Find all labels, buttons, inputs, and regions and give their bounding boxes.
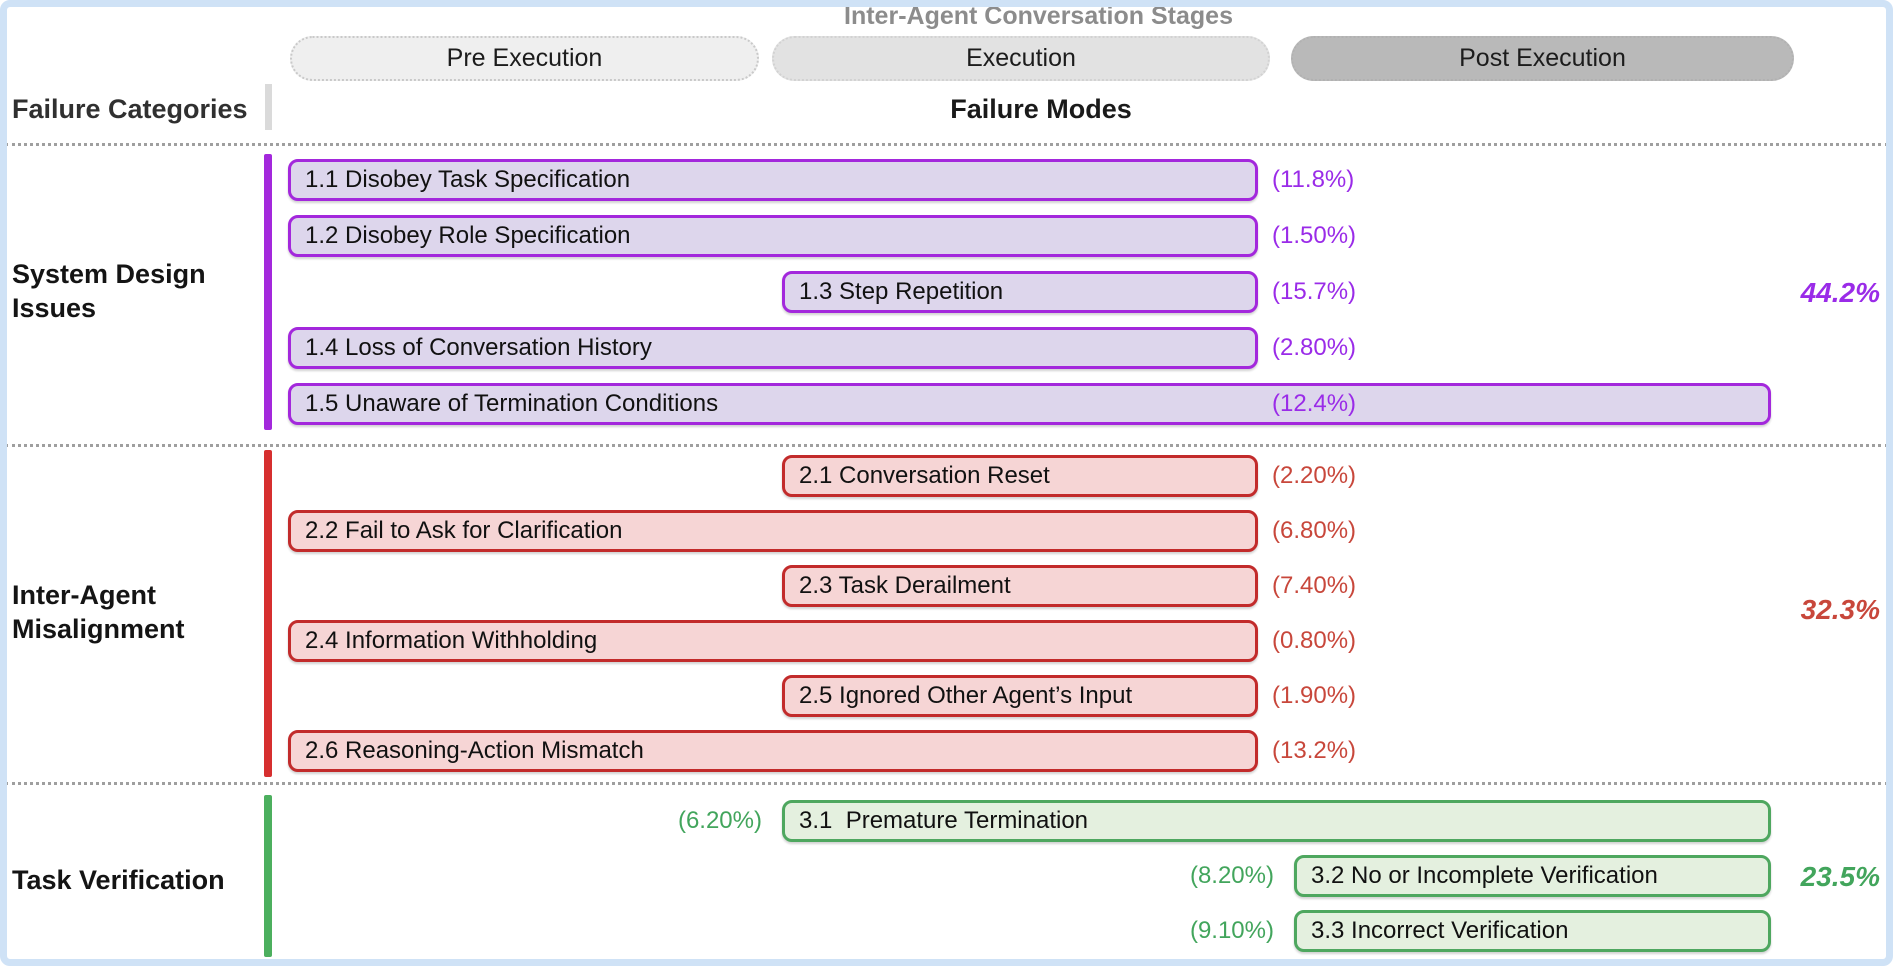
failure-mode-box: 1.1 Disobey Task Specification — [288, 159, 1258, 201]
failure-mode-box: 2.1 Conversation Reset — [782, 455, 1258, 497]
failure-mode-box: 1.5 Unaware of Termination Conditions — [288, 383, 1771, 425]
failure-mode-percent: (2.80%) — [1272, 334, 1357, 361]
failure-mode-box: 1.4 Loss of Conversation History — [288, 327, 1258, 369]
failure-mode-percent: (15.7%) — [1272, 278, 1357, 305]
failure-mode-label: 1.1 Disobey Task Specification — [305, 166, 631, 193]
failure-mode-percent: (1.50%) — [1272, 222, 1357, 249]
failure-mode-box: 3.2 No or Incomplete Verification — [1294, 855, 1771, 897]
category-label-line: Issues — [12, 293, 97, 323]
section-divider — [5, 782, 1888, 785]
failure-mode-box: 1.3 Step Repetition — [782, 271, 1258, 313]
failure-mode-percent: (8.20%) — [1189, 862, 1274, 889]
failure-mode-box: 3.1 Premature Termination — [782, 800, 1771, 842]
failure-mode-label: 2.5 Ignored Other Agent’s Input — [799, 682, 1133, 709]
failure-categories-heading: Failure Categories — [12, 94, 248, 124]
header-divider — [265, 84, 272, 130]
category-color-bar-task-verification — [264, 795, 272, 957]
category-color-bar-system-design-issues — [264, 154, 272, 430]
failure-mode-percent: (1.90%) — [1272, 682, 1357, 709]
failure-mode-label: 1.3 Step Repetition — [799, 278, 1004, 305]
failure-mode-box: 3.3 Incorrect Verification — [1294, 910, 1771, 952]
failure-mode-percent: (11.8%) — [1272, 166, 1355, 193]
category-color-bar-inter-agent-misalignment — [264, 450, 272, 777]
failure-mode-label: 3.3 Incorrect Verification — [1311, 917, 1569, 944]
failure-mode-percent: (0.80%) — [1272, 627, 1357, 654]
section-divider — [5, 444, 1888, 447]
failure-mode-label: 1.5 Unaware of Termination Conditions — [305, 390, 719, 417]
failure-mode-label: 2.6 Reasoning-Action Mismatch — [305, 737, 644, 764]
category-label-system-design-issues: System Design Issues — [12, 257, 264, 325]
category-total-percent-system-design-issues: 44.2% — [1800, 277, 1880, 308]
section-divider — [5, 143, 1888, 146]
section-divider — [5, 959, 1888, 962]
failure-mode-box: 2.2 Fail to Ask for Clarification — [288, 510, 1258, 552]
stage-pill-execution: Execution — [772, 36, 1270, 81]
stage-pill-post-execution-label: Post Execution — [1459, 44, 1626, 72]
category-label-line: System Design — [12, 259, 206, 289]
category-label-line: Misalignment — [12, 614, 185, 644]
stage-pill-post-execution: Post Execution — [1291, 36, 1794, 81]
failure-mode-label: 3.1 Premature Termination — [799, 807, 1089, 834]
failure-mode-box: 2.3 Task Derailment — [782, 565, 1258, 607]
failure-mode-label: 2.1 Conversation Reset — [799, 462, 1050, 489]
failure-mode-percent: (9.10%) — [1189, 917, 1274, 944]
failure-mode-label: 2.3 Task Derailment — [799, 572, 1011, 599]
category-label-task-verification: Task Verification — [12, 863, 264, 897]
category-total-percent-task-verification: 23.5% — [1800, 861, 1880, 892]
category-label-inter-agent-misalignment: Inter-Agent Misalignment — [12, 578, 264, 646]
stage-pill-execution-label: Execution — [966, 44, 1076, 72]
failure-mode-label: 1.2 Disobey Role Specification — [305, 222, 631, 249]
failure-modes-heading: Failure Modes — [950, 94, 1132, 124]
failure-mode-percent: (6.80%) — [1272, 517, 1357, 544]
failure-mode-label: 2.2 Fail to Ask for Clarification — [305, 517, 623, 544]
failure-mode-box: 2.6 Reasoning-Action Mismatch — [288, 730, 1258, 772]
failure-mode-percent: (12.4%) — [1272, 390, 1357, 417]
stages-title: Inter-Agent Conversation Stages — [844, 2, 1233, 30]
failure-mode-percent: (13.2%) — [1272, 737, 1357, 764]
failure-mode-label: 3.2 No or Incomplete Verification — [1311, 862, 1658, 889]
failure-mode-percent: (2.20%) — [1272, 462, 1357, 489]
failure-mode-percent: (6.20%) — [677, 807, 762, 834]
stage-pill-pre-execution: Pre Execution — [290, 36, 759, 81]
stage-pill-pre-execution-label: Pre Execution — [446, 44, 603, 72]
category-label-line: Inter-Agent — [12, 580, 156, 610]
failure-mode-label: 1.4 Loss of Conversation History — [305, 334, 652, 361]
failure-mode-box: 2.5 Ignored Other Agent’s Input — [782, 675, 1258, 717]
category-total-percent-inter-agent-misalignment: 32.3% — [1800, 594, 1880, 625]
failure-mode-percent: (7.40%) — [1272, 572, 1357, 599]
category-label-line: Task Verification — [12, 865, 225, 895]
failure-mode-box: 1.2 Disobey Role Specification — [288, 215, 1258, 257]
failure-mode-box: 2.4 Information Withholding — [288, 620, 1258, 662]
failure-mode-label: 2.4 Information Withholding — [305, 627, 598, 654]
